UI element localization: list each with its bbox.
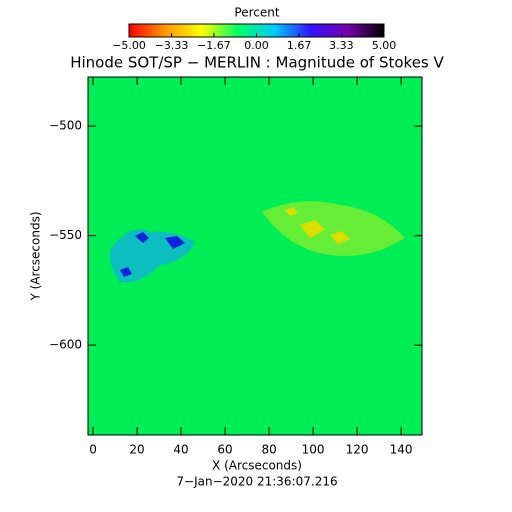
- x-axis-label: X (Arcseconds): [212, 459, 302, 473]
- y-tick-label: −550: [49, 228, 82, 242]
- colorbar-tick-label: −5.00: [112, 39, 146, 52]
- colorbar-tick-label: 3.33: [329, 39, 354, 52]
- x-tick-label: 140: [390, 443, 413, 457]
- y-tick-label: −600: [49, 338, 82, 352]
- chart-title: Hinode SOT/SP − MERLIN : Magnitude of St…: [70, 54, 444, 72]
- image-patch: [120, 232, 185, 277]
- x-tick-label: 0: [89, 443, 97, 457]
- x-tick-label: 120: [346, 443, 369, 457]
- image-patch: [262, 201, 405, 256]
- x-tick-label: 80: [261, 443, 276, 457]
- colorbar-tick-label: 1.67: [287, 39, 312, 52]
- colorbar-label: Percent: [234, 6, 279, 20]
- x-tick-label: 60: [217, 443, 232, 457]
- y-axis-label: Y (Arcseconds): [29, 211, 43, 301]
- colorbar-tick-label: −3.33: [155, 39, 189, 52]
- x-tick-label: 20: [129, 443, 144, 457]
- plot-frame: [87, 76, 423, 436]
- y-tick-label: −500: [49, 119, 82, 133]
- x-tick-label: 100: [302, 443, 325, 457]
- colorbar-tick-label: −1.67: [197, 39, 231, 52]
- x-tick-label: 40: [173, 443, 188, 457]
- colorbar-tick-label: 0.00: [244, 39, 269, 52]
- footer: 7−Jan−2020 21:36:07.216: [176, 475, 337, 489]
- colorbar-tick-label: 5.00: [372, 39, 397, 52]
- image: [87, 76, 423, 436]
- image-patch: [285, 207, 350, 244]
